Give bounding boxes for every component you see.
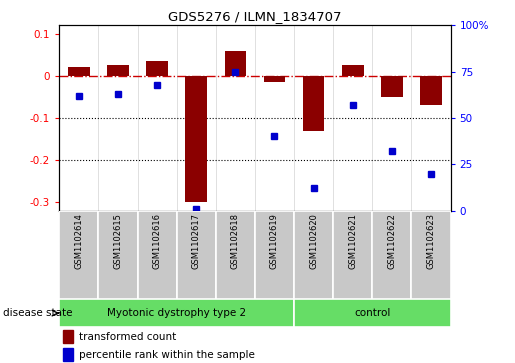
Bar <box>342 65 364 76</box>
Bar <box>185 76 207 202</box>
Text: Myotonic dystrophy type 2: Myotonic dystrophy type 2 <box>107 308 246 318</box>
Bar <box>411 211 451 299</box>
Bar <box>420 76 442 105</box>
Text: GSM1102616: GSM1102616 <box>152 213 162 269</box>
Bar <box>68 68 90 76</box>
Text: percentile rank within the sample: percentile rank within the sample <box>79 350 255 360</box>
Text: GSM1102617: GSM1102617 <box>192 213 201 269</box>
Text: GSM1102623: GSM1102623 <box>426 213 436 269</box>
Text: GSM1102614: GSM1102614 <box>74 213 83 269</box>
Bar <box>98 211 138 299</box>
Bar <box>177 211 216 299</box>
Bar <box>255 211 294 299</box>
Text: transformed count: transformed count <box>79 332 176 342</box>
Text: GSM1102622: GSM1102622 <box>387 213 397 269</box>
Bar <box>225 51 246 76</box>
Bar <box>294 299 451 327</box>
Bar <box>294 211 333 299</box>
Bar <box>303 76 324 131</box>
Title: GDS5276 / ILMN_1834707: GDS5276 / ILMN_1834707 <box>168 10 341 23</box>
Bar <box>138 211 177 299</box>
Bar <box>333 211 372 299</box>
Bar <box>107 65 129 76</box>
Text: control: control <box>354 308 390 318</box>
Bar <box>146 61 168 76</box>
Text: disease state: disease state <box>3 308 72 318</box>
Text: GSM1102620: GSM1102620 <box>309 213 318 269</box>
Bar <box>372 211 411 299</box>
Text: GSM1102619: GSM1102619 <box>270 213 279 269</box>
Text: GSM1102615: GSM1102615 <box>113 213 123 269</box>
Bar <box>264 76 285 82</box>
Bar <box>59 211 98 299</box>
Bar <box>63 348 73 361</box>
Text: GSM1102621: GSM1102621 <box>348 213 357 269</box>
Bar <box>63 330 73 343</box>
Text: GSM1102618: GSM1102618 <box>231 213 240 269</box>
Bar <box>381 76 403 97</box>
Bar <box>59 299 294 327</box>
Bar <box>216 211 255 299</box>
